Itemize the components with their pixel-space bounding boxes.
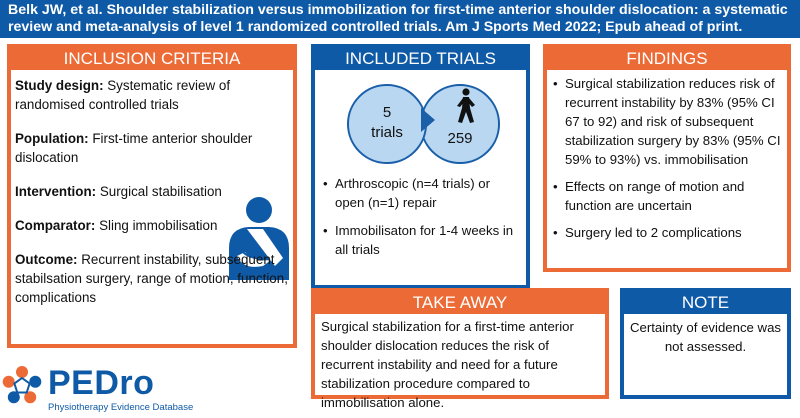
inclusion-criteria-heading: INCLUSION CRITERIA [11, 48, 293, 70]
included-trials-panel: INCLUDED TRIALS 259 5 trials Arthroscopi… [311, 44, 530, 289]
findings-heading: FINDINGS [547, 48, 787, 70]
criterion-text: First-time anterior shoulder dislocation [15, 131, 253, 165]
included-trials-heading: INCLUDED TRIALS [315, 48, 526, 70]
list-item: Arthroscopic (n=4 trials) or open (n=1) … [321, 174, 522, 212]
note-heading: NOTE [624, 292, 787, 314]
take-away-heading: TAKE AWAY [315, 292, 605, 314]
criterion-text: Surgical stabilisation [96, 184, 222, 199]
trial-unit: trials [371, 124, 403, 141]
criterion-label: Study design: [15, 78, 104, 93]
trial-count: 5 [382, 104, 392, 121]
inclusion-criteria-panel: INCLUSION CRITERIA Study design: Systema… [7, 44, 297, 348]
person-arm-sling-icon [229, 197, 289, 280]
criterion-label: Intervention: [15, 184, 97, 199]
trial-summary-graphic: 259 5 trials [315, 70, 526, 174]
note-text: Certainty of evidence was not assessed. [630, 320, 781, 354]
list-item: Effects on range of motion and function … [551, 177, 783, 215]
logo-wordmark: PEDro [48, 364, 155, 402]
findings-list: Surgical stabilization reduces risk of r… [547, 70, 787, 242]
criterion-text: Sling immobilisation [95, 218, 218, 233]
participant-count: 259 [447, 130, 473, 147]
citation-text: Belk JW, et al. Shoulder stabilization v… [8, 2, 788, 35]
included-trials-list: Arthroscopic (n=4 trials) or open (n=1) … [315, 174, 526, 259]
take-away-text: Surgical stabilization for a first-time … [321, 319, 574, 410]
criterion-text: Recurrent instability, subsequent stabil… [15, 252, 288, 305]
criterion-outcome: Outcome: Recurrent instability, subseque… [15, 250, 289, 307]
list-item: Surgical stabilization reduces risk of r… [551, 74, 783, 169]
criterion-text: Systematic review of randomised controll… [15, 78, 231, 112]
criterion-study-design: Study design: Systematic review of rando… [15, 76, 289, 114]
trials-circle: 5 trials [347, 84, 427, 164]
list-item: Surgery led to 2 complications [551, 223, 783, 242]
inclusion-criteria-list: Study design: Systematic review of rando… [11, 70, 293, 307]
take-away-panel: TAKE AWAY Surgical stabilization for a f… [311, 288, 609, 410]
criterion-intervention: Intervention: Surgical stabilisation [15, 182, 289, 201]
findings-panel: FINDINGS Surgical stabilization reduces … [543, 44, 791, 272]
logo-tagline: Physiotherapy Evidence Database [48, 402, 194, 413]
criterion-label: Comparator: [15, 218, 96, 233]
note-panel: NOTE Certainty of evidence was not asses… [620, 288, 791, 399]
arrow-right-icon [421, 108, 435, 132]
criterion-population: Population: First-time anterior shoulder… [15, 129, 289, 167]
trial-count-block: 5 trials [349, 103, 425, 143]
citation-banner: Belk JW, et al. Shoulder stabilization v… [0, 0, 800, 38]
criterion-comparator: Comparator: Sling immobilisation [15, 216, 289, 235]
criterion-label: Population: [15, 131, 89, 146]
criterion-label: Outcome: [15, 252, 78, 267]
list-item: Immobilisaton for 1-4 weeks in all trial… [321, 221, 522, 259]
walking-person-icon [457, 88, 475, 123]
star-logo-icon [2, 366, 42, 404]
